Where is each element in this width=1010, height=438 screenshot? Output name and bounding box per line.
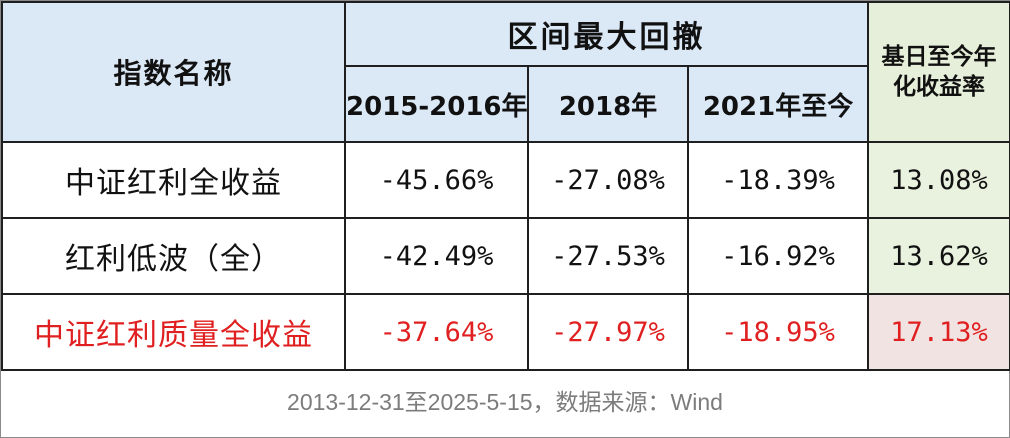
annualized-return-cell: 13.08% <box>867 141 1010 219</box>
drawdown-2021-now-cell: -18.39% <box>686 141 870 219</box>
annualized-return-cell: 13.62% <box>867 217 1010 295</box>
table-row: 红利低波（全） -42.49% -27.53% -16.92% 13.62% <box>1 217 1010 295</box>
drawdown-2018-cell: -27.53% <box>527 217 689 295</box>
index-name-cell: 红利低波（全） <box>1 217 346 295</box>
drawdown-2018-cell: -27.97% <box>527 293 689 371</box>
drawdown-2018-cell: -27.08% <box>527 141 689 219</box>
drawdown-2021-now-cell: -16.92% <box>686 217 870 295</box>
table-row: 中证红利全收益 -45.66% -27.08% -18.39% 13.08% <box>1 141 1010 219</box>
drawdown-2021-now-cell: -18.95% <box>686 293 870 371</box>
header-period-2015-2016: 2015-2016年 <box>344 65 529 143</box>
drawdown-2015-2016-cell: -45.66% <box>344 141 529 219</box>
annualized-return-cell: 17.13% <box>867 293 1010 371</box>
drawdown-2015-2016-cell: -42.49% <box>344 217 529 295</box>
drawdown-2015-2016-cell: -37.64% <box>344 293 529 371</box>
header-index-name: 指数名称 <box>1 1 346 143</box>
table-row-highlighted: 中证红利质量全收益 -37.64% -27.97% -18.95% 17.13% <box>1 293 1010 371</box>
header-period-2018: 2018年 <box>527 65 689 143</box>
source-footnote: 2013-12-31至2025-5-15，数据来源：Wind <box>287 389 723 415</box>
index-name-cell: 中证红利全收益 <box>1 141 346 219</box>
index-name-cell: 中证红利质量全收益 <box>1 293 346 371</box>
header-period-2021-now: 2021年至今 <box>686 65 870 143</box>
header-annualized-return: 基日至今年化收益率 <box>867 1 1010 143</box>
index-comparison-table: 指数名称 区间最大回撤 基日至今年化收益率 2015-2016年 2018年 2… <box>1 1 1010 371</box>
header-max-drawdown: 区间最大回撤 <box>343 1 870 67</box>
